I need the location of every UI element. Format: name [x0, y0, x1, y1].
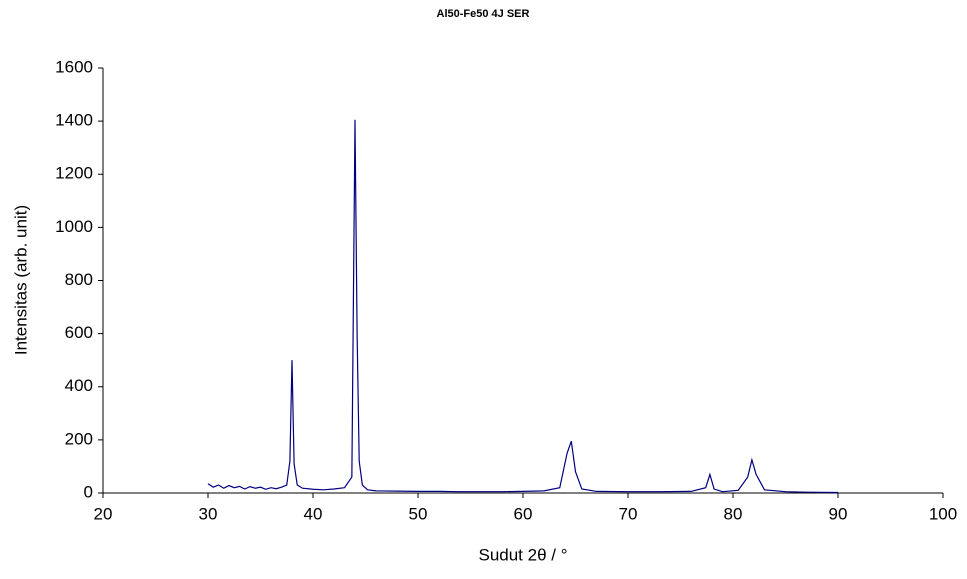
data-line: [207, 119, 839, 494]
x-tick-label: 50: [409, 504, 428, 523]
y-tick-label: 200: [65, 429, 93, 448]
y-tick-label: 600: [65, 323, 93, 342]
x-tick-label: 70: [619, 504, 638, 523]
x-tick-label: 30: [199, 504, 218, 523]
chart-title: Al50-Fe50 4J SER: [437, 8, 530, 20]
y-tick-label: 400: [65, 376, 93, 395]
x-axis-label: Sudut 2θ / °: [478, 545, 567, 564]
x-tick-label: 20: [94, 504, 113, 523]
y-tick-label: 1600: [55, 57, 93, 76]
y-tick-label: 0: [84, 482, 93, 501]
y-tick-label: 1200: [55, 164, 93, 183]
y-tick-label: 1400: [55, 111, 93, 130]
y-tick-label: 1000: [55, 217, 93, 236]
x-tick-label: 100: [929, 504, 957, 523]
y-tick-label: 800: [65, 270, 93, 289]
x-tick-label: 90: [829, 504, 848, 523]
x-tick-label: 40: [304, 504, 323, 523]
y-axis-label: Intensitas (arb. unit): [11, 205, 30, 355]
x-tick-label: 60: [514, 504, 533, 523]
x-tick-label: 80: [724, 504, 743, 523]
